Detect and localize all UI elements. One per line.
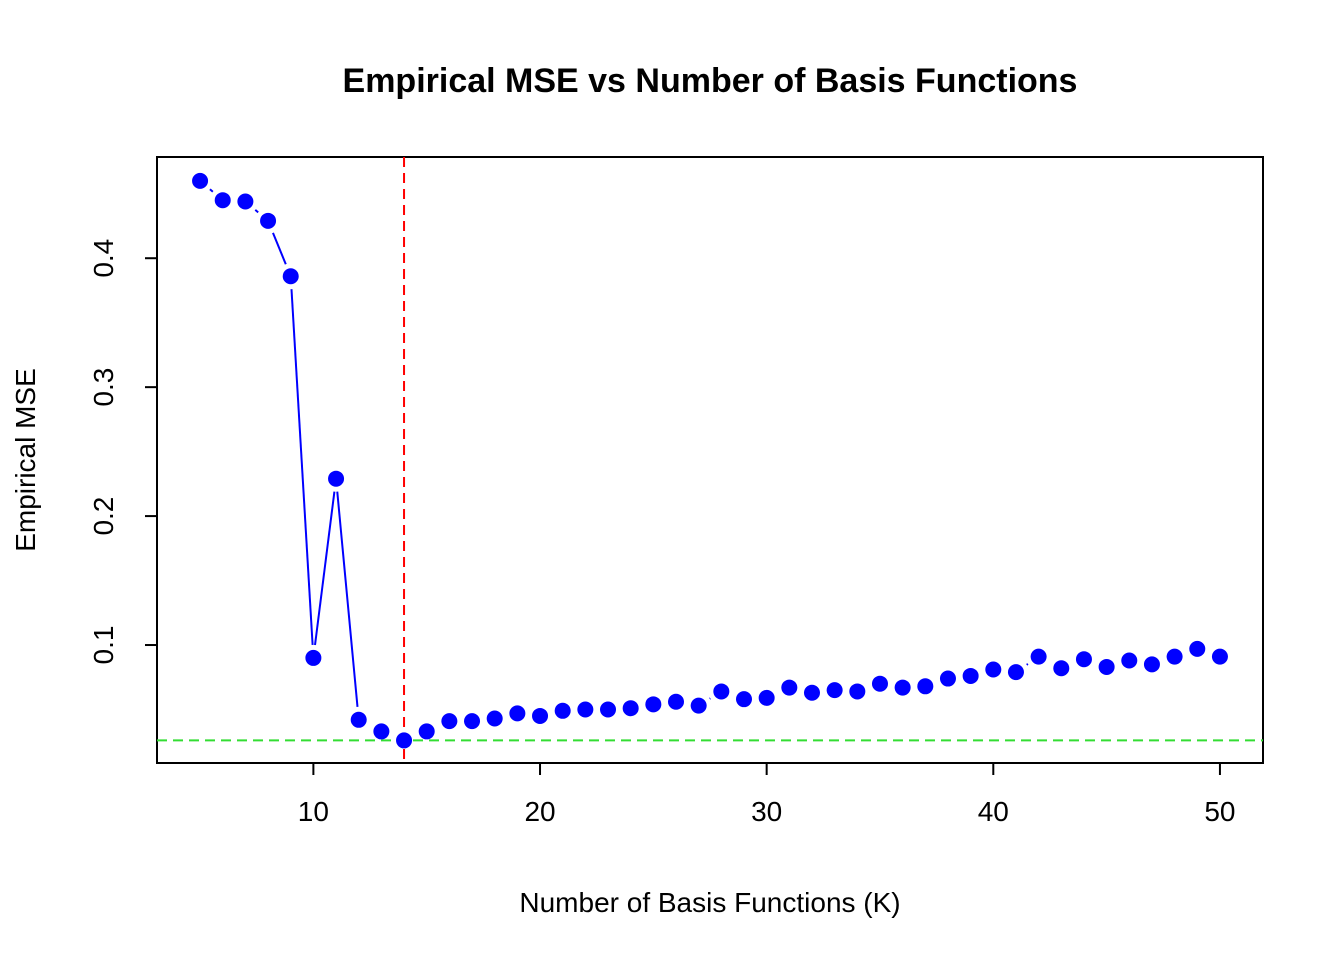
plot-frame bbox=[157, 157, 1263, 763]
data-point bbox=[577, 701, 593, 717]
chart-title: Empirical MSE vs Number of Basis Functio… bbox=[343, 62, 1078, 100]
data-point bbox=[736, 691, 752, 707]
data-point bbox=[419, 723, 435, 739]
data-point bbox=[759, 690, 775, 706]
data-point bbox=[713, 683, 729, 699]
data-point bbox=[985, 662, 1001, 678]
data-point bbox=[1167, 649, 1183, 665]
y-tick-label: 0.3 bbox=[88, 368, 119, 407]
data-point bbox=[215, 192, 231, 208]
data-point bbox=[509, 705, 525, 721]
x-tick-label: 30 bbox=[751, 796, 782, 827]
data-point bbox=[940, 671, 956, 687]
data-point bbox=[1076, 651, 1092, 667]
series-line-segment bbox=[1027, 664, 1028, 665]
data-point bbox=[555, 703, 571, 719]
data-point bbox=[1008, 664, 1024, 680]
data-point bbox=[441, 713, 457, 729]
data-point bbox=[396, 732, 412, 748]
data-point bbox=[917, 678, 933, 694]
y-axis-label: Empirical MSE bbox=[10, 368, 41, 552]
y-tick-label: 0.2 bbox=[88, 497, 119, 536]
x-tick-label: 10 bbox=[298, 796, 329, 827]
data-point bbox=[237, 193, 253, 209]
data-point bbox=[305, 650, 321, 666]
series-line-segment bbox=[210, 189, 213, 191]
data-point bbox=[192, 173, 208, 189]
x-tick-label: 20 bbox=[524, 796, 555, 827]
y-tick-label: 0.4 bbox=[88, 239, 119, 278]
data-point bbox=[1053, 660, 1069, 676]
data-point bbox=[668, 694, 684, 710]
data-point bbox=[283, 268, 299, 284]
data-point bbox=[351, 712, 367, 728]
data-point bbox=[532, 708, 548, 724]
data-point bbox=[1144, 656, 1160, 672]
data-point bbox=[373, 723, 389, 739]
plot-layer: 10 20 30 40 50 0.1 0.2 0.3 0.4 bbox=[88, 157, 1263, 827]
x-tick-label: 40 bbox=[978, 796, 1009, 827]
data-point bbox=[645, 696, 661, 712]
data-point bbox=[1031, 649, 1047, 665]
series-line-segment bbox=[291, 289, 312, 645]
data-point bbox=[804, 685, 820, 701]
data-point bbox=[781, 680, 797, 696]
series-line-segment bbox=[255, 210, 258, 212]
data-point bbox=[1099, 659, 1115, 675]
data-point bbox=[600, 701, 616, 717]
data-point bbox=[487, 711, 503, 727]
x-tick-label: 50 bbox=[1204, 796, 1235, 827]
y-tick-label: 0.1 bbox=[88, 626, 119, 665]
data-point bbox=[849, 683, 865, 699]
data-point bbox=[260, 213, 276, 229]
data-point bbox=[328, 471, 344, 487]
data-point bbox=[827, 682, 843, 698]
data-point bbox=[464, 713, 480, 729]
series-line-segment bbox=[273, 233, 286, 264]
data-point bbox=[623, 700, 639, 716]
data-point bbox=[691, 698, 707, 714]
x-axis-label: Number of Basis Functions (K) bbox=[519, 887, 900, 918]
series-line-segment bbox=[337, 492, 357, 707]
series-line-segment bbox=[315, 492, 334, 645]
data-point bbox=[963, 668, 979, 684]
data-point bbox=[895, 680, 911, 696]
data-point bbox=[872, 676, 888, 692]
data-point bbox=[1189, 641, 1205, 657]
data-point bbox=[1212, 649, 1228, 665]
data-point bbox=[1121, 652, 1137, 668]
